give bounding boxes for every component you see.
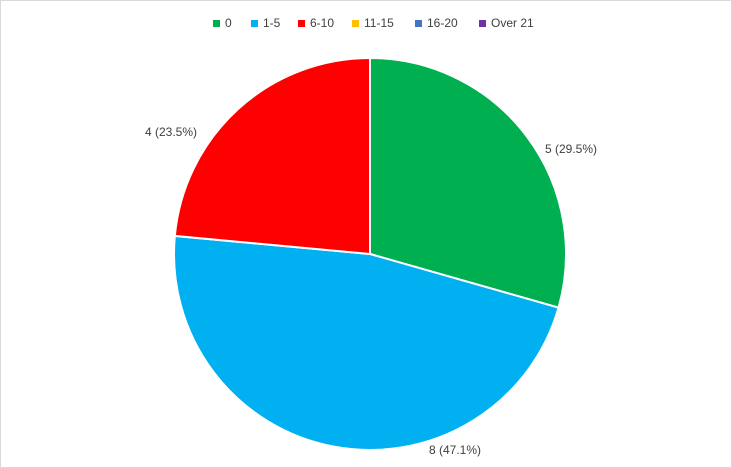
legend-label: 1-5 [263, 16, 281, 30]
legend-marker [213, 20, 220, 27]
pie-slice [173, 56, 371, 256]
legend-marker [298, 20, 305, 27]
legend-label: 6-10 [310, 16, 334, 30]
data-label: 4 (23.5%) [145, 125, 197, 139]
pie-slice [369, 56, 567, 309]
legend-label: 0 [225, 16, 232, 30]
legend-label: 16-20 [427, 16, 458, 30]
legend-marker [251, 20, 258, 27]
legend-marker [479, 20, 486, 27]
legend-label: 11-15 [364, 16, 394, 30]
legend-marker [352, 20, 359, 27]
data-label: 8 (47.1%) [429, 443, 481, 457]
legend-label: Over 21 [491, 16, 534, 30]
legend-marker [415, 20, 422, 27]
pie-slice [173, 234, 560, 451]
data-label: 5 (29.5%) [545, 142, 597, 156]
